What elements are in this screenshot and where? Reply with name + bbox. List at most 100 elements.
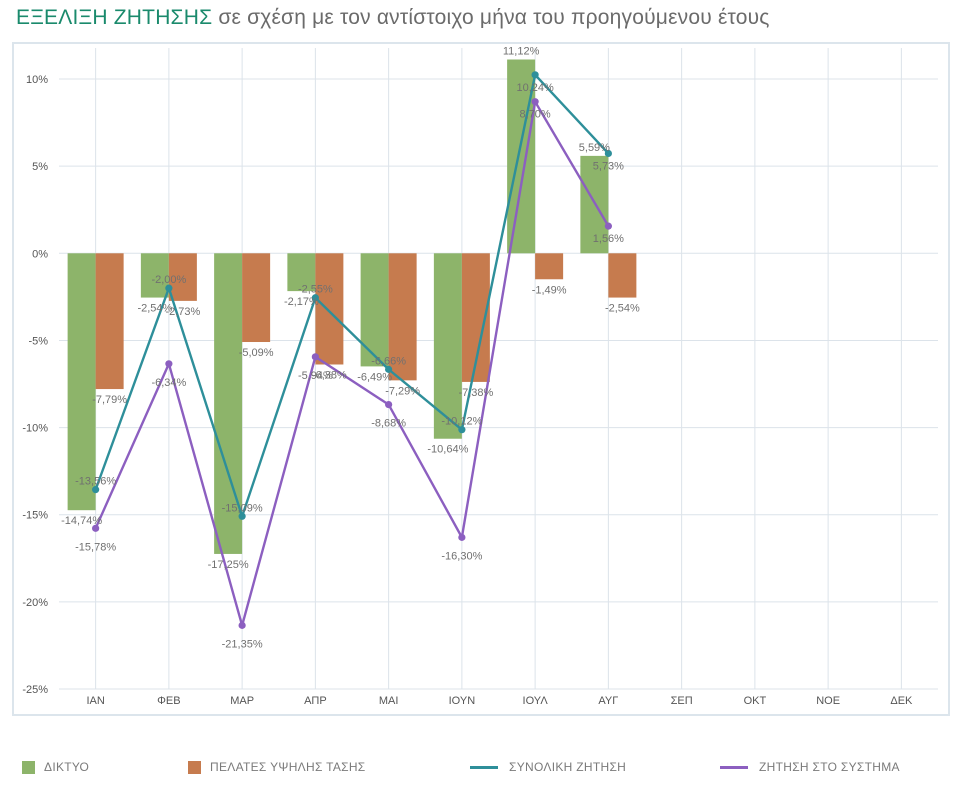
point-synoliki (458, 426, 466, 434)
chart-legend: ΔΙΚΤΥΟ ΠΕΛΑΤΕΣ ΥΨΗΛΗΣ ΤΑΣΗΣ ΣΥΝΟΛΙΚΗ ΖΗΤ… (0, 760, 967, 788)
point-systima (92, 524, 100, 532)
bar-pelates (95, 253, 124, 390)
point-synoliki (92, 486, 100, 494)
data-label-systima: -15,78% (75, 541, 116, 553)
y-tick-label: -25% (22, 684, 48, 696)
legend-item-pelates: ΠΕΛΑΤΕΣ ΥΨΗΛΗΣ ΤΑΣΗΣ (188, 760, 366, 774)
y-tick-label: -10% (22, 423, 48, 435)
y-tick-label: 0% (32, 248, 48, 260)
line-systima (94, 100, 610, 627)
point-systima (604, 222, 612, 230)
y-tick-label: 10% (26, 74, 48, 86)
bar-pelates (168, 253, 197, 301)
data-label-pelates: -2,54% (605, 303, 640, 315)
point-systima (311, 353, 319, 361)
data-label-synoliki: -2,00% (151, 274, 186, 286)
point-synoliki (238, 512, 246, 520)
bar-pelates (388, 253, 417, 381)
point-synoliki (165, 284, 173, 292)
point-synoliki (604, 149, 612, 158)
combo-chart: 10% 5% 0% -5% -10% -15% -20% -25% ΙΑΝ ΦΕΒ ΜΑΡ ΑΠΡ Μ… (22, 46, 938, 707)
point-systima (458, 533, 466, 541)
data-label-pelates: -7,29% (385, 385, 420, 397)
data-label-systima: -21,35% (222, 638, 263, 650)
x-axis-ticks: ΙΑΝ ΦΕΒ ΜΑΡ ΑΠΡ ΜΑΙ ΙΟΥΝ ΙΟΥΛ ΑΥΓ ΣΕΠ ΟΚΤ ΝΟΕ ΔΕΚ (86, 695, 913, 707)
x-tick-label: ΔΕΚ (890, 695, 913, 707)
point-synoliki (531, 71, 539, 79)
x-tick-label: ΑΠΡ (304, 695, 327, 707)
data-label-synoliki: -6,66% (371, 355, 406, 367)
legend-label-pelates: ΠΕΛΑΤΕΣ ΥΨΗΛΗΣ ΤΑΣΗΣ (210, 760, 366, 774)
x-tick-label: ΜΑΙ (379, 695, 399, 707)
data-label-synoliki: -13,56% (75, 476, 116, 488)
data-label-pelates: -5,09% (239, 347, 274, 359)
line-synoliki (94, 73, 610, 518)
bar-diktyo (360, 253, 389, 367)
data-label-systima: -8,68% (371, 418, 406, 430)
legend-item-synoliki: ΣΥΝΟΛΙΚΗ ΖΗΤΗΣΗ (470, 760, 626, 774)
legend-line-systima (720, 765, 748, 769)
y-tick-label: -20% (22, 597, 48, 609)
data-label-diktyo: 5,59% (579, 142, 610, 154)
data-label-systima: 8,70% (520, 109, 551, 121)
legend-label-systima: ΖΗΤΗΣΗ ΣΤΟ ΣΥΣΤΗΜΑ (759, 760, 900, 774)
y-tick-label: 5% (32, 161, 48, 173)
data-label-synoliki: 5,73% (593, 160, 624, 172)
x-tick-label: ΙΟΥΛ (523, 695, 549, 707)
chart-title-rest: σε σχέση με τον αντίστοιχο μήνα του προη… (212, 6, 770, 29)
chart-area: 10% 5% 0% -5% -10% -15% -20% -25% ΙΑΝ ΦΕΒ ΜΑΡ ΑΠΡ Μ… (12, 42, 950, 716)
data-label-diktyo: -6,49% (357, 371, 392, 383)
data-label-synoliki: 10,24% (516, 82, 554, 94)
legend-label-diktyo: ΔΙΚΤΥΟ (44, 760, 90, 774)
data-label-diktyo: -10,64% (427, 444, 468, 456)
bar-diktyo (287, 253, 316, 292)
data-label-pelates: -6,38% (312, 369, 347, 381)
data-label-systima: -5,94% (298, 370, 333, 382)
point-synoliki (311, 294, 319, 302)
legend-line-synoliki (470, 765, 498, 769)
y-tick-label: -5% (28, 335, 48, 347)
bar-pelates (242, 253, 271, 343)
point-systima (385, 400, 393, 409)
data-label-pelates: -2,73% (165, 306, 200, 318)
x-tick-label: ΜΑΡ (230, 695, 254, 707)
legend-item-diktyo: ΔΙΚΤΥΟ (22, 760, 89, 774)
bar-diktyo (140, 253, 169, 298)
bar-pelates (535, 253, 564, 280)
data-label-synoliki: -10,12% (441, 416, 482, 428)
chart-title-highlight: ΕΞΕΛΙΞΗ ΖΗΤΗΣΗΣ (16, 6, 213, 29)
lines (92, 71, 612, 629)
data-label-diktyo: -17,25% (208, 559, 249, 571)
x-tick-label: ΦΕΒ (157, 695, 180, 707)
data-label-diktyo: -14,74% (61, 515, 102, 527)
data-label-systima: -16,30% (441, 550, 482, 562)
y-tick-label: -15% (22, 510, 48, 522)
point-systima (531, 98, 539, 106)
bar-diktyo (67, 253, 96, 511)
y-axis-ticks: 10% 5% 0% -5% -10% -15% -20% -25% (22, 74, 48, 696)
data-labels: -14,74% -2,54% -17,25% -2,17% -6,49% -10,64% 1… (61, 46, 640, 651)
data-label-synoliki: -15,09% (222, 502, 263, 514)
gridlines (59, 48, 938, 690)
chart-title: ΕΞΕΛΙΞΗ ΖΗΤΗΣΗΣ σε σχέση με τον αντίστοι… (16, 6, 770, 30)
data-label-pelates: -1,49% (532, 284, 567, 296)
data-label-synoliki: -2,55% (298, 284, 333, 296)
x-tick-label: ΙΟΥΝ (449, 695, 476, 707)
legend-item-systima: ΖΗΤΗΣΗ ΣΤΟ ΣΥΣΤΗΜΑ (720, 760, 900, 774)
data-label-pelates: -7,79% (92, 394, 127, 406)
legend-swatch-diktyo (22, 760, 35, 774)
point-systima (165, 360, 173, 368)
x-tick-label: ΝΟΕ (816, 695, 840, 707)
data-label-systima: 1,56% (593, 233, 624, 245)
data-label-diktyo: 11,12% (503, 46, 540, 58)
legend-swatch-pelates (188, 760, 201, 774)
bar-diktyo (433, 253, 462, 439)
bar-pelates (315, 253, 344, 365)
legend-label-synoliki: ΣΥΝΟΛΙΚΗ ΖΗΤΗΣΗ (509, 760, 627, 774)
point-systima (238, 621, 246, 629)
data-label-systima: -6,34% (151, 377, 186, 389)
x-tick-label: ΟΚΤ (744, 695, 767, 707)
data-label-diktyo: -2,17% (284, 296, 319, 308)
data-label-pelates: -7,38% (458, 387, 493, 399)
point-synoliki (385, 365, 393, 373)
